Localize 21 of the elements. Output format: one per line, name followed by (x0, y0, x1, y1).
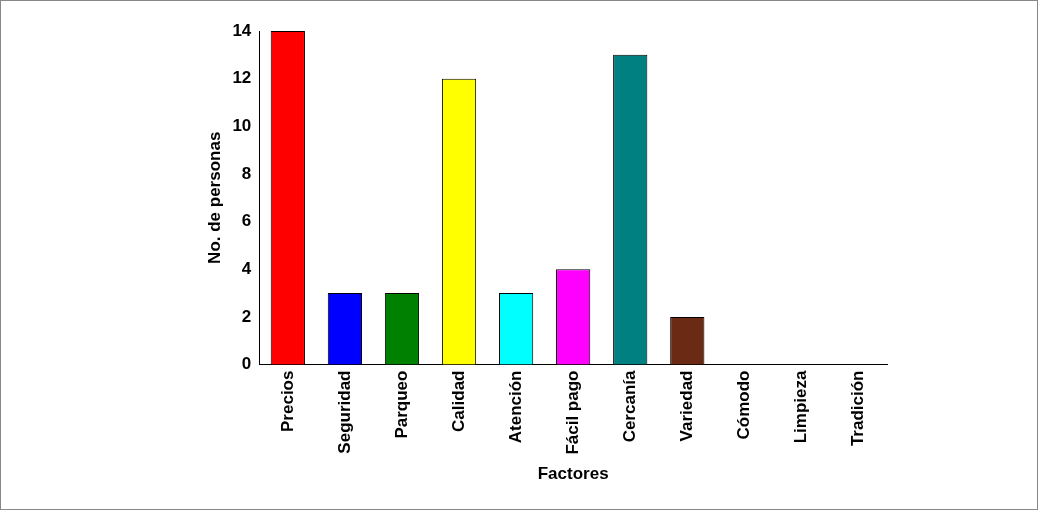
x-tick-label: Cómodo (734, 370, 754, 440)
y-tick-label: 10 (232, 115, 252, 135)
y-tick-label: 0 (241, 354, 252, 374)
y-tick-label: 14 (232, 20, 252, 40)
y-tick-label: 12 (232, 68, 252, 88)
y-axis-title: No. de personas (204, 131, 224, 264)
x-tick-label: Calidad (448, 370, 468, 432)
x-tick-label: Precios (277, 370, 297, 432)
x-tick-label: Limpieza (791, 369, 811, 444)
x-tick-label: Tradición (848, 370, 868, 447)
x-tick-label: Parqueo (391, 370, 411, 439)
x-tick-label: Variedad (676, 370, 696, 442)
y-tick-label: 6 (241, 211, 252, 231)
y-tick-label: 4 (241, 258, 252, 278)
x-tick-label: Seguridad (334, 370, 354, 454)
y-tick-label: 2 (241, 306, 252, 326)
x-tick-label: Cercanía (619, 369, 639, 443)
x-tick-label: Fácil pago (562, 370, 582, 455)
x-axis-title: Factores (537, 464, 609, 484)
y-tick-label: 8 (241, 163, 252, 183)
x-tick-label: Atención (505, 370, 525, 444)
